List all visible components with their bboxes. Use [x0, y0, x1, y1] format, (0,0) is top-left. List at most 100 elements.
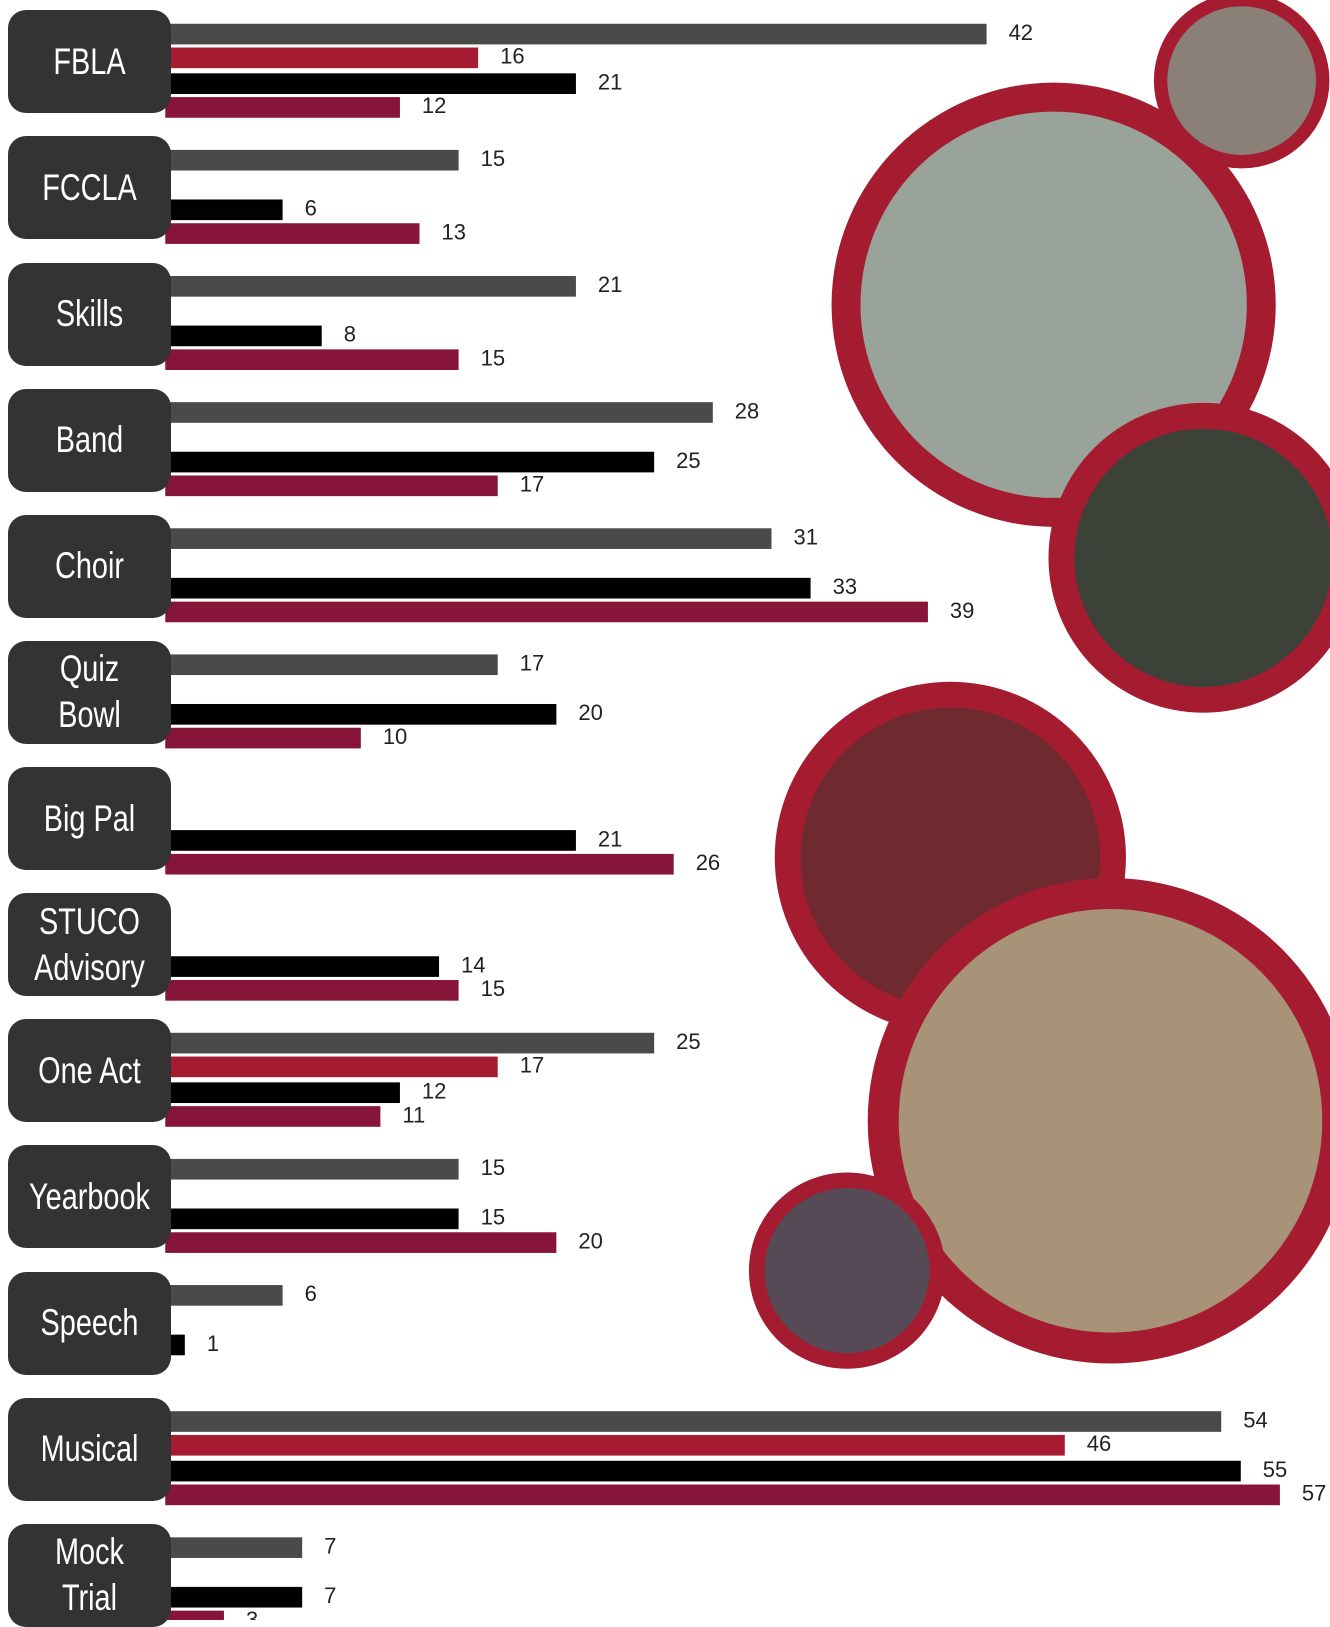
value-label: 13 [441, 219, 465, 244]
value-label: 28 [735, 398, 759, 423]
bar [165, 73, 576, 95]
value-label: 20 [578, 700, 602, 725]
category-label: Big Pal [43, 797, 136, 839]
value-label: 6 [305, 196, 317, 221]
category-label: Yearbook [29, 1175, 150, 1217]
bar [165, 727, 361, 749]
bar [165, 1434, 1065, 1456]
photo [1074, 428, 1330, 687]
category-label: Band [55, 419, 124, 461]
value-label: 21 [598, 69, 622, 94]
value-label: 25 [676, 448, 700, 473]
bar [165, 528, 772, 549]
category-label: One Act [38, 1049, 141, 1091]
bar [165, 577, 811, 599]
value-label: 1 [207, 1331, 219, 1356]
bar [165, 703, 557, 725]
bar [165, 1411, 1222, 1432]
value-label: 3 [246, 1607, 258, 1620]
value-label: 17 [520, 472, 544, 497]
bar [165, 451, 655, 473]
category-label-box: FBLA [8, 10, 171, 114]
bar [165, 402, 713, 423]
bar [165, 97, 400, 118]
value-label: 17 [520, 651, 544, 676]
value-label: 20 [578, 1228, 602, 1253]
photo [1167, 6, 1317, 155]
value-label: 11 [402, 1102, 425, 1127]
category-label: Skills [55, 293, 124, 335]
category-label-box: Yearbook [8, 1145, 171, 1249]
bar [165, 276, 576, 297]
bar [165, 956, 440, 977]
value-label: 7 [324, 1533, 336, 1558]
bar [165, 1232, 557, 1253]
bar [165, 47, 479, 69]
value-label: 10 [383, 724, 407, 749]
category-label: Quiz Bowl [58, 648, 121, 736]
value-label: 15 [481, 1205, 505, 1230]
bar [165, 1484, 1280, 1506]
category-label: Mock Trial [55, 1531, 124, 1619]
value-label: 15 [481, 146, 505, 171]
bar [165, 325, 322, 347]
photo [860, 111, 1247, 498]
category-label-box: One Act [8, 1019, 171, 1123]
bar [165, 349, 459, 371]
value-label: 15 [481, 346, 505, 371]
value-label: 55 [1263, 1457, 1287, 1482]
bar [165, 853, 674, 875]
value-label: 46 [1087, 1431, 1111, 1456]
category-label-box: Quiz Bowl [8, 640, 171, 744]
bar [165, 980, 459, 1001]
bar [165, 1208, 459, 1230]
category-label-box: FCCLA [8, 136, 171, 240]
bar [165, 1586, 303, 1608]
value-label: 6 [305, 1281, 317, 1306]
category-label: FCCLA [42, 166, 137, 208]
bar [165, 1158, 459, 1180]
category-label: Speech [40, 1302, 139, 1344]
value-label: 31 [793, 524, 817, 549]
bar [165, 475, 498, 497]
value-label: 54 [1243, 1407, 1267, 1432]
category-label-box: Speech [8, 1271, 171, 1375]
value-label: 17 [520, 1053, 544, 1078]
category-label: FBLA [53, 40, 126, 82]
bar [165, 601, 928, 623]
value-label: 15 [481, 1155, 505, 1180]
category-label-box: Skills [8, 262, 171, 366]
category-label-box: Musical [8, 1397, 171, 1501]
value-label: 33 [833, 574, 857, 599]
photo-collage [748, 0, 1330, 1369]
category-label-box: STUCO Advisory [8, 893, 171, 997]
category-label: Musical [40, 1428, 139, 1470]
category-label: STUCO Advisory [34, 900, 145, 988]
value-label: 8 [344, 322, 356, 347]
category-label-box: Mock Trial [8, 1523, 171, 1627]
bar [165, 199, 283, 221]
bar [165, 1082, 400, 1104]
value-label: 12 [422, 93, 446, 118]
value-label: 39 [950, 598, 974, 623]
photo [898, 909, 1323, 1333]
bar [165, 1285, 283, 1306]
value-label: 7 [324, 1583, 336, 1608]
bar [165, 23, 987, 45]
bar [165, 1460, 1241, 1482]
value-label: 21 [598, 272, 622, 297]
category-label: Choir [55, 545, 124, 587]
value-label: 15 [481, 976, 505, 1001]
value-label: 42 [1009, 20, 1033, 45]
bar [165, 654, 498, 676]
value-label: 26 [696, 850, 720, 875]
value-label: 12 [422, 1079, 446, 1104]
category-label-box: Big Pal [8, 767, 171, 871]
value-label: 57 [1302, 1481, 1326, 1506]
value-label: 25 [676, 1029, 700, 1054]
category-label-box: Band [8, 388, 171, 492]
category-label-box: Choir [8, 514, 171, 618]
bar [165, 1106, 381, 1127]
